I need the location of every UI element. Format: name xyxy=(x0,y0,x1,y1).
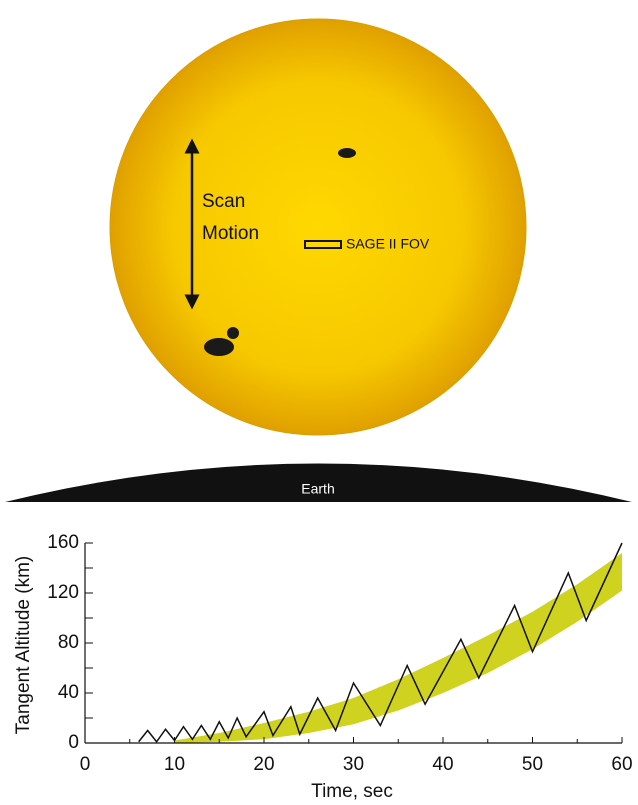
earth-label: Earth xyxy=(301,481,334,497)
sunspot xyxy=(227,327,239,339)
x-axis-label: Time, sec xyxy=(311,781,393,802)
y-axis-label: Tangent Altitude (km) xyxy=(13,556,34,734)
x-tick-label: 40 xyxy=(432,754,453,775)
x-tick-label: 0 xyxy=(80,754,91,775)
scan-label: Scan xyxy=(202,191,245,212)
sunspot xyxy=(204,338,234,356)
y-tick-label: 0 xyxy=(68,732,79,753)
fov-box xyxy=(304,240,342,249)
uncertainty-band xyxy=(174,553,622,743)
x-tick-label: 50 xyxy=(522,754,543,775)
fov-label: SAGE II FOV xyxy=(346,236,430,252)
earth xyxy=(5,463,632,502)
sunspot xyxy=(338,148,356,158)
y-tick-label: 40 xyxy=(58,682,79,703)
y-tick-label: 160 xyxy=(47,532,79,553)
chart: Time, sec Tangent Altitude (km) 0 10 20 30 4… xyxy=(13,532,633,802)
sun xyxy=(109,18,527,436)
x-tick-label: 20 xyxy=(253,754,274,775)
x-tick-label: 10 xyxy=(164,754,185,775)
scan-label: Motion xyxy=(202,223,259,244)
y-tick-label: 80 xyxy=(58,632,79,653)
x-tick-label: 30 xyxy=(343,754,364,775)
y-tick-label: 120 xyxy=(47,582,79,603)
x-tick-label: 60 xyxy=(611,754,632,775)
altitude-line xyxy=(138,542,623,743)
